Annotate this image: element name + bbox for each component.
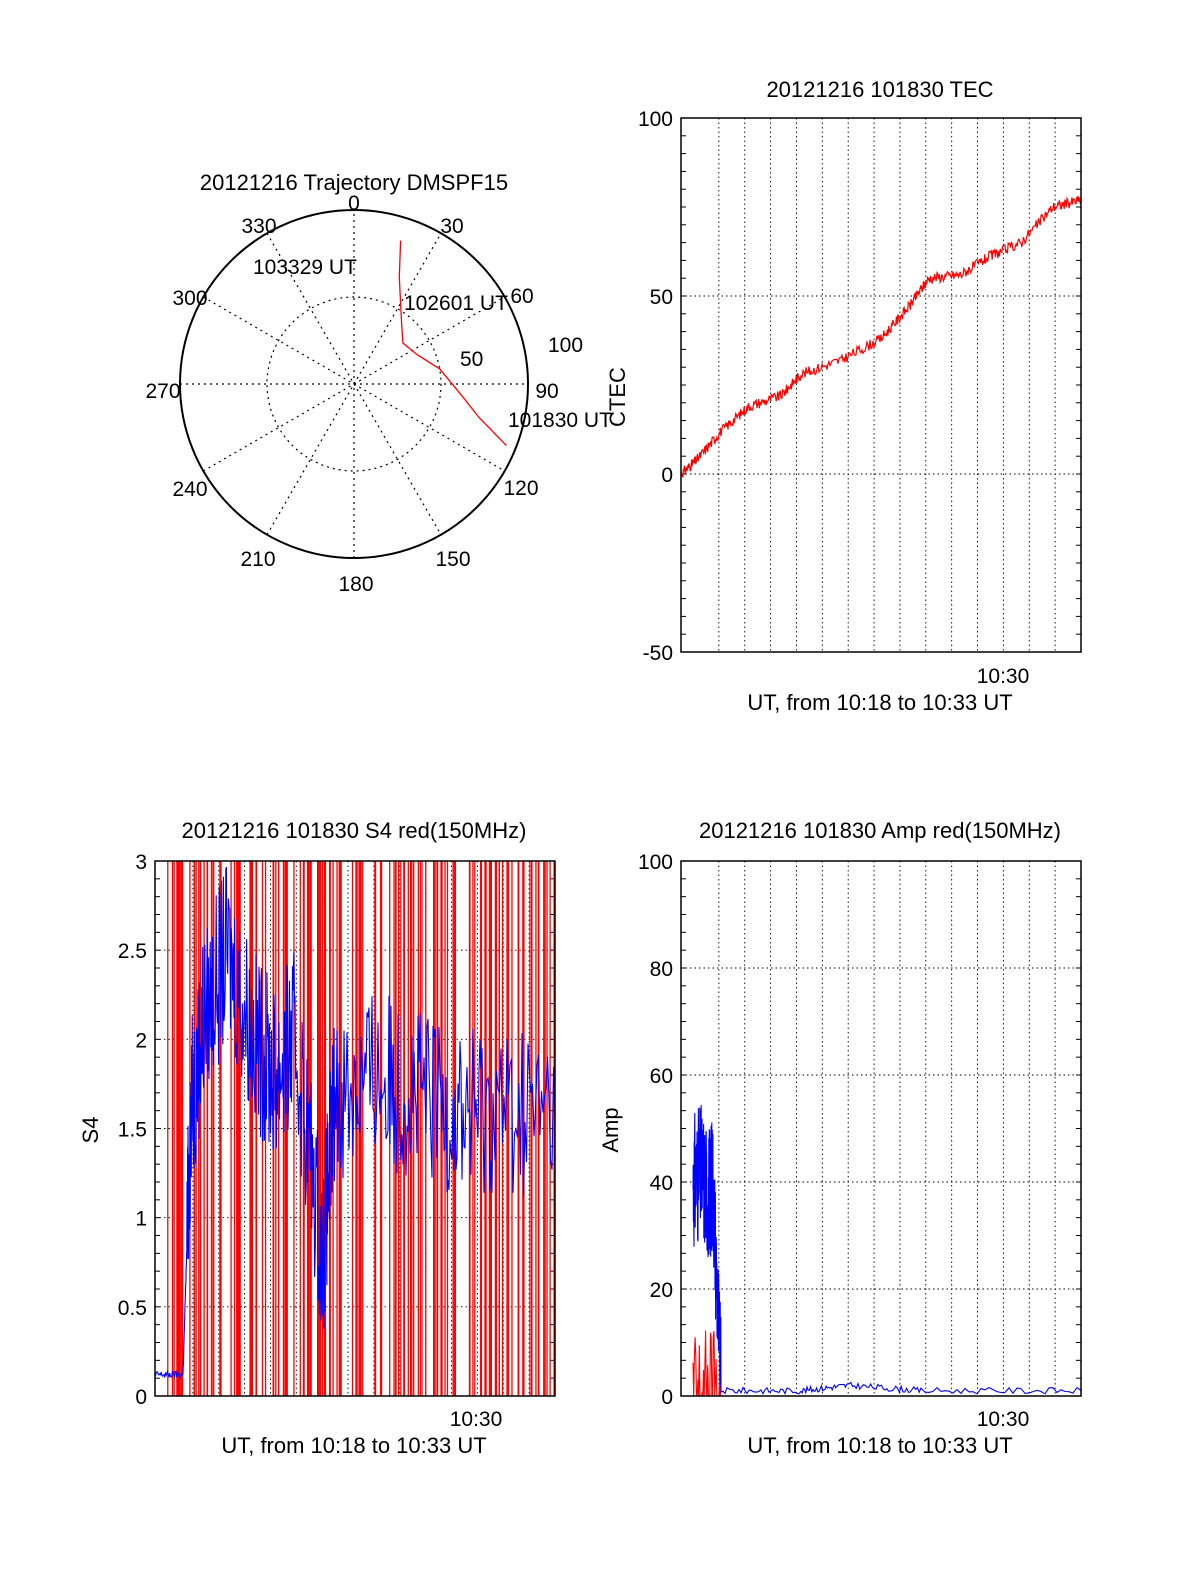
y-tick-label: 40 xyxy=(650,1172,673,1195)
tec-y-tick-labels: -50 0 50 100 xyxy=(638,108,673,665)
amp-chart: 20121216 101830 Amp red(150MHz) 0 20 40 60 8… xyxy=(598,818,1082,1458)
trajectory-title: 20121216 Trajectory DMSPF15 xyxy=(200,170,508,195)
azimuth-label-180: 180 xyxy=(338,573,373,596)
polar-spoke-150 xyxy=(266,233,442,535)
y-tick-label: 0 xyxy=(135,1386,147,1409)
azimuth-label-30: 30 xyxy=(440,215,463,238)
amp-y-axis-label: Amp xyxy=(598,1107,623,1152)
track-start-label: 101830 UT xyxy=(508,409,612,432)
tec-x-tick-label: 10:30 xyxy=(977,665,1030,688)
track-end-label: 103329 UT xyxy=(253,256,357,279)
track-mid-label: 102601 UT xyxy=(404,292,508,315)
series-blue-line xyxy=(154,866,556,1380)
y-tick-label: 80 xyxy=(650,958,673,981)
y-tick-label: 0 xyxy=(661,1386,673,1409)
series-red-line xyxy=(680,195,1082,478)
trajectory-polar-plot: 20121216 Trajectory DMSPF15 0 30 60 90 120 15… xyxy=(145,170,612,596)
s4-title: 20121216 101830 S4 red(150MHz) xyxy=(182,818,527,843)
y-tick-label: 1.5 xyxy=(118,1119,147,1142)
y-tick-label: 3 xyxy=(135,851,147,874)
azimuth-label-300: 300 xyxy=(172,287,207,310)
y-tick-label: 2.5 xyxy=(118,940,147,963)
s4-y-axis-label: S4 xyxy=(78,1117,103,1144)
radial-label-50: 50 xyxy=(460,348,483,371)
azimuth-label-120: 120 xyxy=(503,477,538,500)
y-tick-label: 20 xyxy=(650,1279,673,1302)
azimuth-label-0: 0 xyxy=(348,192,360,215)
amp-plot-frame xyxy=(680,860,1082,1397)
s4-y-tick-labels: 0 0.5 1 1.5 2 2.5 3 xyxy=(118,851,147,1409)
y-tick-label: 0.5 xyxy=(118,1297,147,1320)
azimuth-label-60: 60 xyxy=(510,285,533,308)
y-tick-label: 50 xyxy=(650,286,673,309)
polar-spokes xyxy=(180,210,528,558)
azimuth-label-240: 240 xyxy=(172,478,207,501)
amp-series xyxy=(692,1105,1082,1397)
y-tick-label: 100 xyxy=(638,108,673,131)
polar-azimuth-labels: 0 30 60 90 120 150 180 210 240 270 300 330 xyxy=(145,192,558,596)
y-tick-label: 2 xyxy=(135,1029,147,1052)
tec-y-axis-label: CTEC xyxy=(605,367,630,427)
series-blue-line xyxy=(692,1105,1082,1397)
y-tick-label: 60 xyxy=(650,1065,673,1088)
tec-plot-frame xyxy=(680,117,1082,653)
amp-grid xyxy=(681,860,1081,1397)
s4-chart: 20121216 101830 S4 red(150MHz) 0 0.5 1 1.5 2… xyxy=(78,818,556,1458)
azimuth-label-210: 210 xyxy=(240,548,275,571)
s4-x-axis-label: UT, from 10:18 to 10:33 UT xyxy=(221,1433,486,1458)
radial-label-100: 100 xyxy=(548,334,583,357)
tec-series xyxy=(680,195,1082,478)
azimuth-label-330: 330 xyxy=(241,215,276,238)
azimuth-label-90: 90 xyxy=(535,380,558,403)
azimuth-label-150: 150 xyxy=(435,548,470,571)
y-tick-label: 0 xyxy=(661,464,673,487)
tec-chart: 20121216 101830 TEC -50 0 50 100 10:30 UT, … xyxy=(605,77,1082,715)
amp-x-axis-label: UT, from 10:18 to 10:33 UT xyxy=(747,1433,1012,1458)
s4-x-tick-label: 10:30 xyxy=(450,1408,503,1431)
series-red-line xyxy=(692,1330,722,1397)
y-tick-label: 1 xyxy=(135,1208,147,1231)
y-tick-label: 100 xyxy=(638,851,673,874)
tec-title: 20121216 101830 TEC xyxy=(766,77,993,102)
polar-inner-circle xyxy=(266,296,442,472)
tec-grid xyxy=(681,117,1081,653)
s4-series xyxy=(154,861,556,1396)
azimuth-label-270: 270 xyxy=(145,380,180,403)
tec-x-axis-label: UT, from 10:18 to 10:33 UT xyxy=(747,690,1012,715)
amp-title: 20121216 101830 Amp red(150MHz) xyxy=(699,818,1061,843)
amp-y-tick-labels: 0 20 40 60 80 100 xyxy=(638,851,673,1409)
s4-plot-frame xyxy=(154,860,556,1397)
y-tick-label: -50 xyxy=(643,642,673,665)
trajectory-track xyxy=(398,240,507,447)
amp-x-tick-label: 10:30 xyxy=(977,1408,1030,1431)
